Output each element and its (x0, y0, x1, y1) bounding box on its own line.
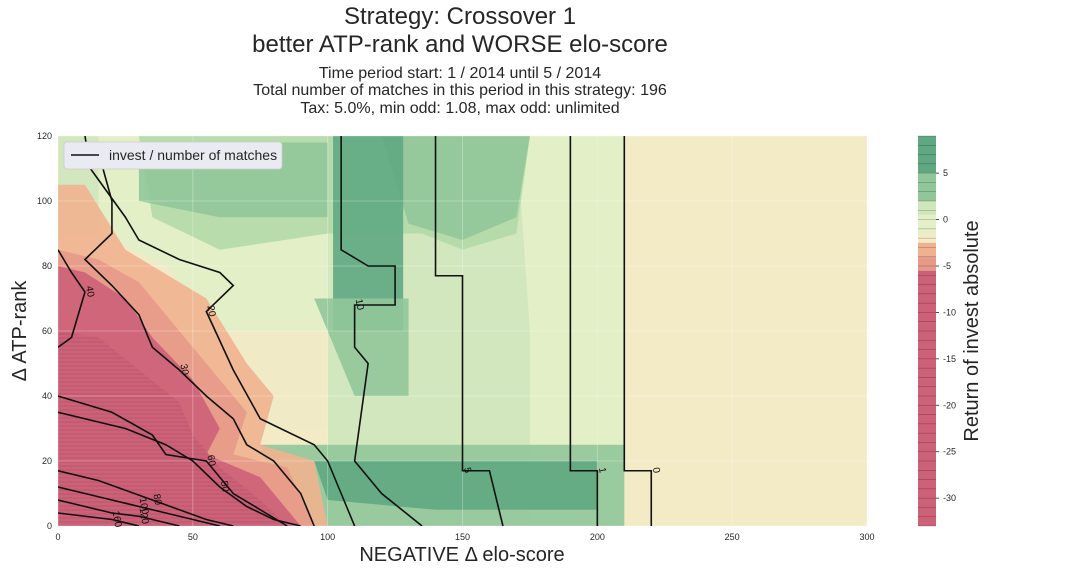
y-tick-label: 20 (42, 456, 52, 466)
contour-line-50 (58, 411, 301, 526)
contour-label-10: 10 (353, 298, 366, 311)
x-tick-label: 250 (725, 532, 740, 542)
colorbar-tick-label: 0 (943, 215, 948, 225)
colorbar-tick-label: -30 (943, 493, 956, 503)
chart-title-line2: better ATP-rank and WORSE elo-score (252, 31, 668, 58)
colorbar-label: Return of invest absolute (961, 220, 983, 441)
contour-line-1 (569, 136, 599, 526)
return-region-5 (381, 136, 530, 240)
contour-label-1: 1 (596, 467, 608, 475)
contour-line-160 (58, 512, 140, 526)
contour-lines (58, 136, 653, 526)
subtitle-matches: Total number of matches in this period i… (253, 82, 667, 99)
contour-line-100 (58, 486, 220, 526)
colorbar-tick-label: -15 (943, 354, 956, 364)
contour-label-60: 60 (204, 454, 217, 467)
colorbar-band-1 (918, 173, 936, 201)
return-region-6 (333, 136, 404, 331)
y-tick-label: 0 (47, 521, 52, 531)
contour-label-80: 80 (150, 493, 163, 506)
contour-label-30: 30 (177, 363, 190, 376)
y-tick-label: 40 (42, 391, 52, 401)
contour-line-0 (623, 136, 653, 526)
contour-label-20: 20 (204, 305, 217, 318)
contour-line-30 (83, 152, 315, 526)
y-axis-ticks: 0 20 40 60 80 100 120 (37, 131, 52, 531)
x-tick-label: 50 (188, 532, 198, 542)
colorbar-band-5 (918, 242, 936, 257)
contour-line-60 (58, 395, 288, 526)
colorbar-band-3 (918, 214, 936, 234)
y-tick-label: 80 (42, 261, 52, 271)
contour-label-160: 160 (110, 510, 124, 529)
colorbar-tick-label: -5 (943, 261, 951, 271)
chart-title: Strategy: Crossover 1 (343, 3, 577, 30)
contour-line-10 (340, 136, 423, 526)
contour-label-120: 120 (136, 507, 150, 526)
contour-line-20 (84, 136, 356, 526)
colorbar-tick-label: 5 (943, 168, 948, 178)
contour-label-0: 0 (650, 467, 662, 475)
colorbar-band-2 (918, 201, 936, 215)
legend-label: invest / number of matches (109, 147, 277, 163)
contour-label-100: 100 (136, 497, 150, 516)
colorbar-band-7 (918, 270, 936, 526)
contour-label-5: 5 (461, 467, 473, 475)
y-tick-label: 100 (37, 196, 52, 206)
colorbar-tick-label: -25 (943, 447, 956, 457)
y-tick-label: 120 (37, 131, 52, 141)
contour-label-50: 50 (218, 480, 231, 493)
x-axis-ticks: 0 50 100 150 200 250 300 (55, 532, 874, 542)
contour-line-40 (58, 249, 86, 348)
contour-label-40: 40 (83, 285, 96, 298)
colorbar-tick-label: -20 (943, 400, 956, 410)
contour-line-80 (58, 469, 234, 526)
x-tick-label: 200 (590, 532, 605, 542)
colorbar: 5 0 -5 -10 -15 -20 -25 -30 (918, 135, 956, 527)
return-region-9 (314, 461, 598, 510)
x-tick-label: 0 (55, 532, 60, 542)
y-axis-label: Δ ATP-rank (9, 280, 31, 382)
colorbar-band-0 (918, 136, 936, 174)
x-tick-label: 150 (455, 532, 470, 542)
subtitle-period: Time period start: 1 / 2014 until 5 / 20… (318, 65, 602, 82)
return-regions (58, 136, 625, 526)
legend-box (63, 141, 283, 170)
colorbar-band-6 (918, 256, 936, 271)
y-tick-label: 60 (42, 326, 52, 336)
return-region-7 (314, 298, 409, 396)
x-tick-label: 100 (320, 532, 335, 542)
x-tick-label: 300 (859, 532, 874, 542)
colorbar-band-4 (918, 233, 936, 243)
x-axis-label: NEGATIVE Δ elo-score (359, 544, 564, 566)
return-region-14 (58, 331, 288, 526)
contour-line-120 (58, 499, 180, 526)
contour-line-5 (434, 136, 504, 526)
colorbar-tick-label: -10 (943, 307, 956, 317)
subtitle-tax: Tax: 5.0%, min odd: 1.08, max odd: unlim… (300, 100, 620, 117)
legend: invest / number of matches (63, 141, 283, 170)
